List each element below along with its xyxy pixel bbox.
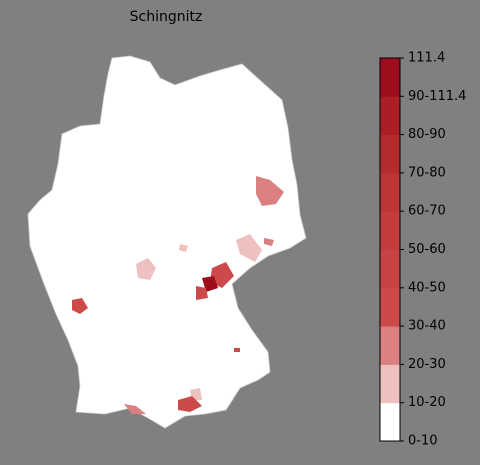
colorbar-label: 70-80 [408,165,446,180]
colorbar-label: 0-10 [408,434,438,449]
region [234,348,240,352]
country-outline [27,55,307,429]
region [178,396,202,412]
colorbar-label: 90-111.4 [408,89,466,104]
colorbar-segment [380,134,400,174]
region [124,404,146,414]
colorbar-segment [380,58,400,97]
colorbar-label: 50-60 [408,242,446,257]
region [196,286,208,300]
region [264,238,274,246]
region [256,176,284,206]
colorbar-segment [380,402,400,442]
colorbar-label: 10-20 [408,395,446,410]
colorbar-label: 20-30 [408,357,446,372]
colorbar-segment [380,326,400,365]
colorbar-label: 40-50 [408,280,446,295]
colorbar-label: 30-40 [408,319,446,334]
colorbar-label: 80-90 [408,127,446,142]
region [236,234,262,262]
germany-map [27,55,307,429]
map-title: Schingnitz [130,9,203,25]
region [72,298,88,314]
region [210,262,234,288]
colorbar-segment [380,96,400,136]
colorbar-segment [380,172,400,212]
colorbar-label: 60-70 [408,204,446,219]
region [179,244,188,252]
colorbar-label: 111.4 [408,51,445,66]
colorbar: 0-10 10-20 20-30 30-40 40-50 50-60 60-70 70-80 8… [379,51,466,449]
colorbar-segment [380,211,400,250]
region [136,258,156,280]
colorbar-segment [380,249,400,289]
colorbar-segment [380,287,400,327]
colorbar-segment [380,364,400,404]
